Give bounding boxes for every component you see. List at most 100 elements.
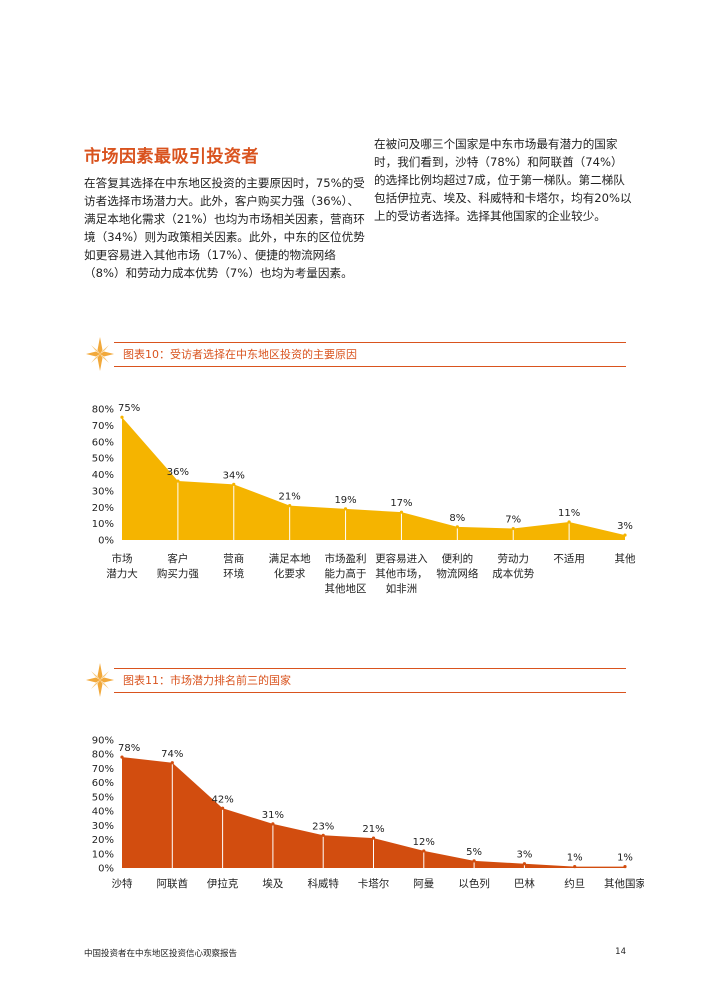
category-label: 物流网络 — [436, 567, 478, 580]
category-label: 如非洲 — [386, 582, 418, 595]
data-point — [455, 525, 459, 529]
data-point — [511, 526, 515, 531]
y-tick-label: 0% — [98, 864, 114, 875]
y-tick-label: 90% — [92, 736, 114, 747]
category-label: 营商 — [223, 552, 244, 565]
category-label: 其他市场， — [375, 567, 428, 580]
figure11-header: 图表11：市场潜力排名前三的国家 — [86, 663, 626, 697]
y-tick-label: 40% — [92, 470, 114, 481]
data-point — [120, 755, 124, 759]
category-label: 不适用 — [553, 553, 585, 565]
category-label: 成本优势 — [492, 567, 534, 580]
figure10-header: 图表10：受访者选择在中东地区投资的主要原因 — [86, 337, 626, 371]
category-label: 阿曼 — [413, 878, 434, 890]
figure11-title: 图表11：市场潜力排名前三的国家 — [123, 674, 291, 687]
y-tick-label: 50% — [92, 792, 114, 803]
category-label: 沙特 — [112, 878, 133, 890]
data-label: 1% — [617, 853, 633, 864]
y-tick-label: 10% — [92, 849, 114, 860]
y-tick-label: 30% — [92, 486, 114, 497]
figure10-rule-top — [114, 342, 626, 343]
data-point — [288, 504, 292, 508]
category-label: 市场 — [112, 552, 133, 565]
category-label: 更容易进入 — [375, 552, 428, 565]
data-label: 3% — [516, 850, 532, 861]
y-tick-label: 60% — [92, 437, 114, 448]
figure11-rule-bottom — [114, 692, 626, 693]
category-label: 能力高于 — [325, 567, 367, 580]
data-label: 3% — [617, 521, 633, 532]
category-label: 满足本地 — [269, 552, 311, 565]
category-label: 埃及 — [262, 877, 283, 890]
y-tick-label: 0% — [98, 536, 114, 547]
figure10-title: 图表10：受访者选择在中东地区投资的主要原因 — [123, 348, 357, 361]
y-tick-label: 20% — [92, 835, 114, 846]
data-label: 23% — [312, 821, 334, 832]
data-point — [567, 520, 571, 524]
y-tick-label: 60% — [92, 778, 114, 789]
y-tick-label: 70% — [92, 764, 114, 775]
data-label: 74% — [161, 749, 183, 760]
footer-report-title: 中国投资者在中东地区投资信心观察报告 — [84, 949, 238, 959]
category-label: 客户 — [167, 552, 188, 565]
category-label: 市场盈利 — [325, 552, 367, 565]
figure11-chart: 0% 10% 20% 30% 40% 50% 60% 70% 80% 90% 78% 74% 42% 31… — [92, 736, 644, 891]
data-point — [120, 415, 124, 419]
category-label: 以色列 — [458, 877, 490, 890]
data-point — [422, 849, 426, 853]
category-label: 巴林 — [514, 877, 535, 890]
data-label: 1% — [567, 853, 583, 864]
series-area — [122, 417, 625, 540]
series-area — [122, 757, 625, 868]
category-label: 伊拉克 — [207, 877, 239, 890]
data-point — [522, 862, 526, 866]
data-point — [232, 482, 236, 486]
data-label: 21% — [279, 492, 301, 503]
data-point — [623, 533, 627, 537]
data-label: 8% — [449, 513, 465, 524]
category-label: 购买力强 — [157, 567, 199, 580]
data-label: 11% — [558, 508, 580, 519]
y-tick-label: 80% — [92, 750, 114, 761]
compass-star-icon — [86, 663, 114, 697]
data-label: 78% — [118, 743, 140, 754]
data-label: 42% — [211, 794, 233, 805]
y-tick-label: 20% — [92, 503, 114, 514]
intro-paragraph-right: 在被问及哪三个国家是中东市场最有潜力的国家时，我们看到，沙特（78%）和阿联酋（… — [374, 137, 632, 223]
category-label: 其他地区 — [325, 582, 367, 595]
data-label: 21% — [362, 824, 384, 835]
category-label: 化要求 — [274, 567, 306, 580]
y-tick-label: 70% — [92, 421, 114, 432]
data-point — [472, 859, 476, 863]
category-label: 便利的 — [442, 552, 474, 565]
intro-paragraph-left: 在答复其选择在中东地区投资的主要原因时，75%的受访者选择市场潜力大。此外，客户… — [84, 176, 365, 280]
data-label: 34% — [223, 470, 245, 481]
category-label: 潜力大 — [106, 567, 138, 580]
data-label: 31% — [262, 810, 284, 821]
category-label: 阿联酋 — [157, 877, 189, 890]
data-point — [623, 864, 627, 869]
category-label: 科威特 — [307, 877, 339, 890]
data-label: 75% — [118, 403, 140, 414]
data-point — [321, 833, 325, 837]
data-point — [271, 822, 275, 826]
data-label: 19% — [334, 495, 356, 506]
data-point — [399, 510, 404, 514]
data-label: 7% — [505, 515, 521, 526]
footer-page-number: 14 — [615, 947, 626, 957]
data-label: 17% — [390, 498, 412, 509]
data-point — [170, 761, 174, 765]
category-label: 其他国家 — [604, 877, 644, 890]
data-point — [573, 864, 577, 869]
category-label: 卡塔尔 — [358, 877, 390, 890]
data-label: 36% — [167, 467, 189, 478]
data-point — [176, 479, 180, 483]
data-point — [343, 507, 348, 511]
data-label: 12% — [413, 837, 435, 848]
y-tick-label: 50% — [92, 454, 114, 465]
figure11-rule-top — [114, 668, 626, 669]
y-tick-label: 80% — [92, 405, 114, 416]
figure10-chart: 0% 10% 20% 30% 40% 50% 60% 70% 80% 75% 36% 34% 21% 19… — [92, 403, 636, 595]
figure10-rule-bottom — [114, 366, 626, 367]
y-tick-label: 30% — [92, 821, 114, 832]
